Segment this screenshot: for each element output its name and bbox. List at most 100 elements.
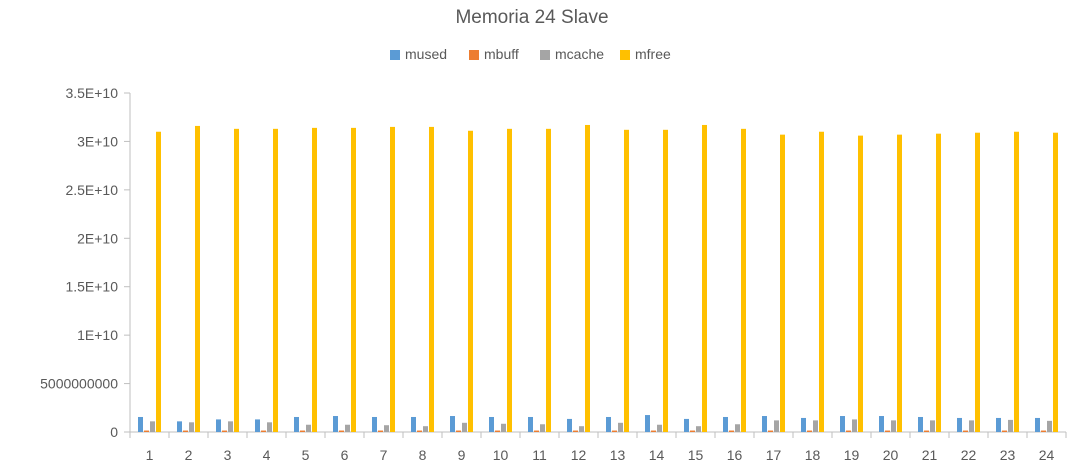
x-tick-label: 11	[532, 447, 547, 463]
legend-swatch-mcache	[540, 50, 550, 60]
bar-mcache-5	[306, 424, 311, 432]
bar-mbuff-1	[144, 430, 149, 432]
bar-mcache-22	[969, 420, 974, 432]
x-tick-label: 6	[341, 447, 349, 463]
legend-swatch-mfree	[620, 50, 630, 60]
x-tick-label: 18	[805, 447, 821, 463]
bar-mfree-6	[351, 127, 356, 433]
x-axis: 1 2 3 4 5 6 7 8 9 10 11 12 13 14 15 16 17 18 19 20 21 22 23 24	[129, 431, 1067, 463]
x-tick-label: 3	[224, 447, 232, 463]
bar-mused-15	[684, 418, 689, 432]
bar-mcache-4	[267, 422, 272, 432]
bar-mfree-12	[585, 124, 590, 432]
x-tick-label: 16	[727, 447, 743, 463]
bar-mbuff-5	[300, 430, 305, 432]
bar-mused-6	[333, 416, 338, 432]
bar-mfree-15	[702, 124, 707, 432]
bar-mcache-15	[696, 426, 701, 432]
x-tick-label: 22	[961, 447, 977, 463]
y-tick-label: 3.5E+10	[65, 85, 118, 101]
bar-mused-13	[606, 416, 611, 432]
bar-mfree-14	[663, 129, 668, 432]
bar-mbuff-23	[1002, 430, 1007, 432]
x-tick-label: 14	[649, 447, 665, 463]
bar-mfree-18	[819, 131, 824, 432]
bar-mcache-17	[774, 420, 779, 432]
bar-mused-9	[450, 416, 455, 432]
bar-mfree-2	[195, 125, 200, 432]
bar-mused-12	[567, 418, 572, 432]
y-tick-label: 2E+10	[77, 230, 118, 246]
bar-mcache-19	[852, 419, 857, 432]
bar-mfree-8	[429, 126, 434, 433]
bar-mcache-24	[1047, 420, 1052, 432]
bar-mused-3	[216, 419, 221, 432]
bar-mcache-10	[501, 423, 506, 432]
legend-swatch-mbuff	[469, 50, 479, 60]
bar-mfree-11	[546, 128, 551, 432]
bar-mused-23	[996, 417, 1001, 432]
legend-label-mbuff: mbuff	[484, 46, 519, 62]
bar-mcache-11	[540, 424, 545, 432]
bar-mused-14	[645, 415, 650, 432]
y-tick-label: 1.5E+10	[65, 279, 118, 295]
bar-mused-21	[918, 416, 923, 432]
legend-label-mfree: mfree	[635, 46, 671, 62]
legend-label-mcache: mcache	[555, 46, 604, 62]
bar-mused-20	[879, 416, 884, 432]
x-tick-label: 2	[185, 447, 193, 463]
bar-mfree-19	[858, 135, 863, 433]
bar-mfree-24	[1053, 132, 1058, 432]
x-tick-label: 23	[1000, 447, 1016, 463]
bar-mbuff-14	[651, 430, 656, 432]
bar-series-group	[138, 124, 1058, 433]
bar-mbuff-10	[495, 430, 500, 432]
y-axis: 0 5000000000 1E+10 1.5E+10 2E+10 2.5E+10 3E+10…	[40, 85, 131, 440]
bar-mbuff-19	[846, 430, 851, 432]
bar-mbuff-8	[417, 430, 422, 432]
x-tick-label: 19	[844, 447, 860, 463]
bar-mcache-21	[930, 420, 935, 432]
x-tick-label: 21	[922, 447, 938, 463]
bar-mcache-1	[150, 421, 155, 432]
bar-mbuff-24	[1041, 430, 1046, 432]
x-tick-label: 9	[458, 447, 466, 463]
bar-mbuff-4	[261, 430, 266, 432]
bar-mfree-22	[975, 132, 980, 432]
x-tick-label: 7	[380, 447, 388, 463]
bar-mcache-14	[657, 424, 662, 432]
bar-mfree-13	[624, 129, 629, 432]
legend-label-mused: mused	[405, 46, 447, 62]
bar-mused-10	[489, 416, 494, 432]
bar-mused-19	[840, 416, 845, 432]
bar-mbuff-16	[729, 430, 734, 432]
bar-mcache-6	[345, 424, 350, 432]
chart-title: Memoria 24 Slave	[455, 7, 608, 28]
bar-mcache-3	[228, 421, 233, 432]
bar-mfree-1	[156, 131, 161, 432]
x-tick-label: 17	[766, 447, 782, 463]
legend-swatch-mused	[390, 50, 400, 60]
bar-mbuff-18	[807, 430, 812, 432]
bar-mcache-16	[735, 424, 740, 432]
bar-mbuff-9	[456, 430, 461, 432]
bar-mbuff-3	[222, 430, 227, 432]
bar-mfree-5	[312, 127, 317, 433]
y-tick-label: 1E+10	[77, 327, 118, 343]
bar-mbuff-20	[885, 430, 890, 432]
bar-mused-7	[372, 416, 377, 432]
x-tick-label: 10	[493, 447, 509, 463]
bar-mfree-23	[1014, 131, 1019, 432]
bar-mcache-20	[891, 420, 896, 432]
bar-mcache-23	[1008, 419, 1013, 432]
x-tick-label: 24	[1039, 447, 1055, 463]
bar-mfree-7	[390, 126, 395, 433]
bar-mcache-12	[579, 426, 584, 432]
bar-mused-2	[177, 421, 182, 432]
bar-mcache-18	[813, 420, 818, 432]
bar-mfree-4	[273, 128, 278, 432]
bar-mcache-2	[189, 422, 194, 432]
bar-mused-8	[411, 416, 416, 432]
